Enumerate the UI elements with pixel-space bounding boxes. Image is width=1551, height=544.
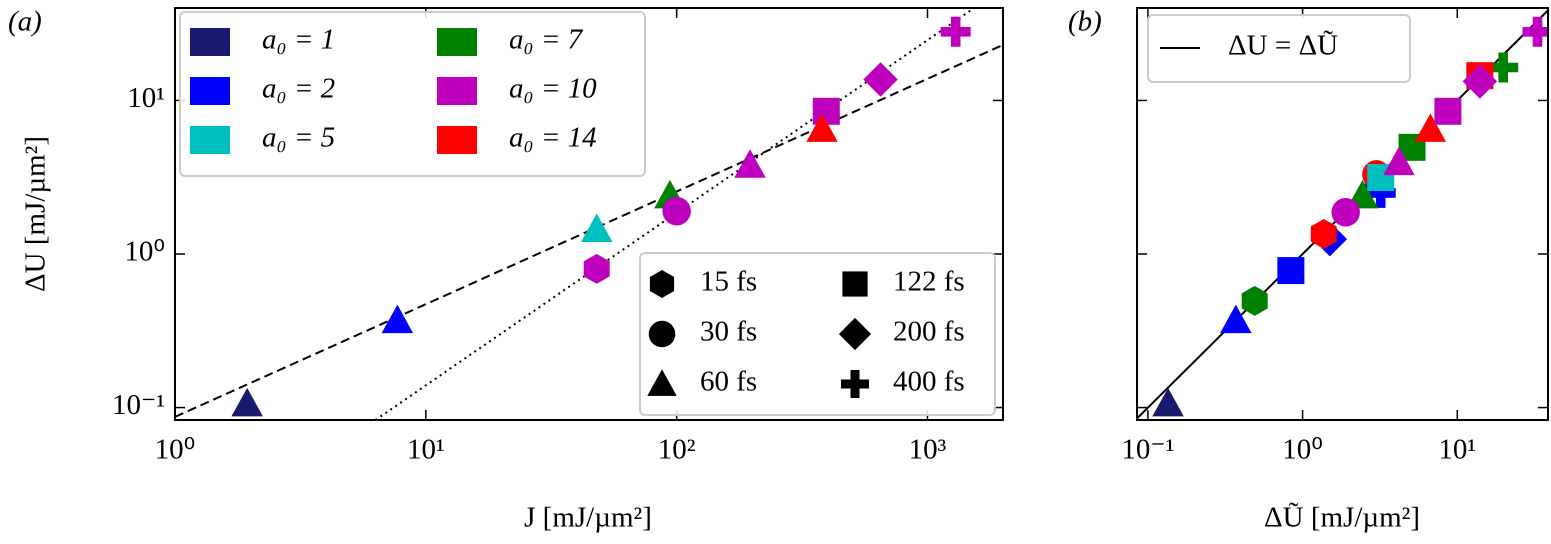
legend-label: a₀ = 10 bbox=[509, 73, 597, 105]
x-tick-label: 10³ bbox=[909, 434, 947, 466]
panel-label: (a) bbox=[8, 6, 42, 38]
legend-marker bbox=[647, 369, 677, 396]
legend-label: a₀ = 14 bbox=[509, 122, 597, 154]
data-point bbox=[1241, 285, 1268, 316]
legend-swatch bbox=[437, 77, 477, 105]
legend-swatch bbox=[437, 28, 477, 56]
data-point bbox=[1488, 52, 1519, 83]
data-point bbox=[381, 304, 414, 334]
data-point bbox=[1277, 257, 1305, 285]
data-point bbox=[863, 62, 898, 97]
x-axis-label: ΔŨ [mJ/µm²] bbox=[1264, 502, 1420, 534]
x-tick-label: 10¹ bbox=[407, 434, 445, 466]
plot-area bbox=[175, 8, 1003, 420]
legend-label: a₀ = 7 bbox=[509, 24, 584, 56]
data-point bbox=[1434, 97, 1462, 125]
data-point bbox=[1383, 146, 1415, 176]
x-axis-label: J [mJ/µm²] bbox=[524, 502, 652, 534]
legend-label: 200 fs bbox=[893, 316, 965, 348]
plot-area bbox=[1137, 8, 1548, 420]
data-point bbox=[812, 97, 840, 125]
legend-label: 30 fs bbox=[700, 316, 757, 348]
data-point bbox=[1522, 16, 1548, 47]
data-point bbox=[806, 113, 838, 142]
legend-label: 122 fs bbox=[893, 266, 965, 298]
data-point bbox=[581, 213, 613, 242]
legend-label: 15 fs bbox=[700, 266, 757, 298]
panel-label: (b) bbox=[1068, 6, 1102, 38]
legend-swatch bbox=[190, 77, 230, 105]
legend-marker bbox=[841, 370, 869, 398]
data-point bbox=[583, 253, 610, 284]
data-point bbox=[1331, 198, 1360, 227]
legend-marker bbox=[838, 317, 872, 351]
x-tick-label: 10⁻¹ bbox=[1121, 434, 1174, 466]
legend-box bbox=[1147, 14, 1411, 83]
legend-box bbox=[639, 252, 996, 416]
data-point bbox=[1152, 387, 1184, 417]
x-tick-label: 10⁰ bbox=[1282, 434, 1323, 466]
y-tick-label: 10⁻¹ bbox=[112, 389, 165, 421]
data-point bbox=[1310, 219, 1337, 249]
legend-marker bbox=[649, 270, 675, 298]
legend-marker bbox=[648, 320, 676, 348]
data-point bbox=[1414, 113, 1447, 142]
axes-frame bbox=[1136, 7, 1549, 421]
legend-swatch bbox=[190, 126, 230, 154]
axes-frame bbox=[174, 7, 1004, 421]
legend-box bbox=[179, 11, 646, 177]
data-point bbox=[734, 149, 766, 178]
y-axis-label: ΔU [mJ/µm²] bbox=[20, 136, 52, 292]
data-point bbox=[940, 16, 971, 47]
legend-label: 60 fs bbox=[700, 366, 757, 398]
legend-label: a₀ = 1 bbox=[262, 24, 335, 56]
legend-marker bbox=[842, 271, 868, 297]
legend-label: ΔU = ΔŨ bbox=[1228, 30, 1338, 62]
y-tick-label: 10⁰ bbox=[124, 236, 165, 268]
data-point bbox=[662, 196, 691, 226]
data-point bbox=[231, 387, 263, 417]
legend-label: 400 fs bbox=[893, 366, 965, 398]
data-point bbox=[1220, 304, 1252, 334]
legend-swatch bbox=[190, 28, 230, 56]
legend-label: a₀ = 5 bbox=[262, 122, 335, 154]
data-point bbox=[1462, 64, 1498, 99]
y-tick-label: 10¹ bbox=[127, 82, 165, 114]
x-tick-label: 10¹ bbox=[1438, 434, 1476, 466]
legend-label: a₀ = 2 bbox=[262, 73, 335, 105]
legend-swatch bbox=[437, 126, 477, 154]
x-tick-label: 10⁰ bbox=[155, 434, 196, 466]
x-tick-label: 10² bbox=[658, 434, 696, 466]
